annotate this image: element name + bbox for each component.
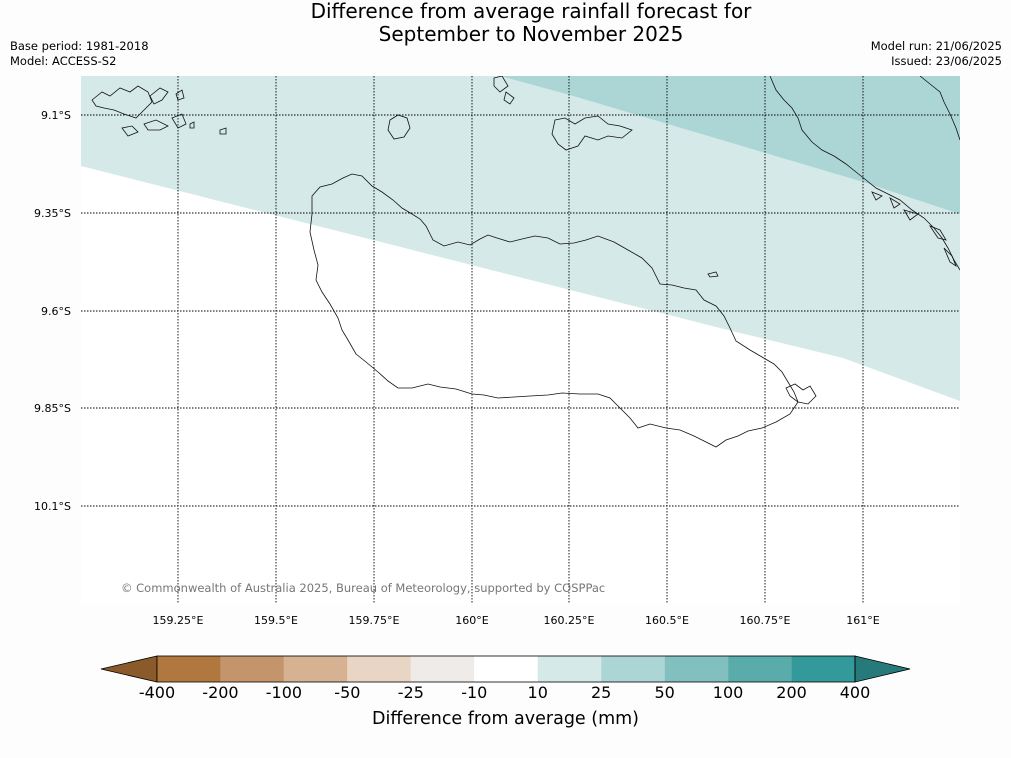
lon-label: 159.5°E [254, 614, 298, 627]
colorbar-tick-label: 400 [839, 683, 871, 702]
coastlines [91, 76, 960, 448]
colorbar-tick-label: -10 [461, 683, 488, 702]
lat-label: 9.1°S [41, 109, 71, 122]
lat-label: 9.6°S [41, 305, 71, 318]
colorbar-tick-label: 100 [712, 683, 744, 702]
colorbar-segment [283, 656, 348, 682]
colorbar-tick-label: -200 [202, 683, 239, 702]
colorbar-tick-label: -25 [397, 683, 424, 702]
title-line-2: September to November 2025 [378, 22, 684, 46]
lat-label: 9.35°S [34, 207, 71, 220]
colorbar-tick-label: -100 [265, 683, 303, 702]
colorbar-tick-label: -400 [138, 683, 176, 702]
lat-label: 10.1°S [34, 500, 71, 513]
graticule [81, 76, 960, 604]
colorbar-title: Difference from average (mm) [371, 709, 640, 729]
map-title: Difference from average rainfall forecas… [0, 0, 1011, 46]
lon-label: 160.25°E [544, 614, 595, 627]
colorbar-extend-high [854, 655, 911, 683]
base-period-text: Base period: 1981-2018 [10, 39, 149, 53]
colorbar-segment [791, 656, 855, 682]
lon-label: 159.75°E [349, 614, 400, 627]
colorbar-tick-label: 10 [527, 683, 548, 702]
colorbar-segment [157, 656, 221, 682]
model-text: Model: ACCESS-S2 [10, 54, 117, 68]
latitude-labels: 9.1°S 9.35°S 9.6°S 9.85°S 10.1°S [34, 109, 71, 513]
model-run-text: Model run: 21/06/2025 [870, 39, 1002, 53]
colorbar-segment [410, 656, 475, 682]
longitude-labels: 159.25°E 159.5°E 159.75°E 160°E 160.25°E… [153, 614, 880, 627]
colorbar-segment [347, 656, 411, 682]
lon-label: 160°E [455, 614, 488, 627]
colorbar-outline [156, 655, 856, 683]
title-line-1: Difference from average rainfall forecas… [310, 0, 752, 23]
colorbar-segment [537, 656, 602, 682]
meta-left: Base period: 1981-2018 Model: ACCESS-S2 [10, 39, 149, 69]
issued-text: Issued: 23/06/2025 [891, 54, 1002, 68]
lon-label: 160.5°E [645, 614, 689, 627]
colorbar-tick-label: 200 [776, 683, 807, 702]
colorbar-tick-label: -50 [334, 683, 361, 702]
malaita-coastline [769, 76, 960, 271]
lat-label: 9.85°S [34, 402, 71, 415]
wet-region-25-50 [500, 76, 960, 214]
colorbar-segment [664, 656, 729, 682]
colorbar-segment [220, 656, 284, 682]
colorbar-tick-label: 25 [590, 683, 612, 702]
colorbar-segment [474, 656, 538, 682]
lon-label: 160.75°E [740, 614, 791, 627]
colorbar-tick-label: 50 [654, 683, 675, 702]
colorbar-segment [601, 656, 665, 682]
guadalcanal-coastline [309, 173, 799, 448]
copyright-text: © Commonwealth of Australia 2025, Bureau… [121, 581, 605, 595]
lon-label: 161°E [846, 614, 879, 627]
colorbar-extend-low [100, 655, 158, 683]
meta-right: Model run: 21/06/2025 Issued: 23/06/2025 [871, 39, 1002, 69]
lon-label: 159.25°E [153, 614, 204, 627]
wet-region-10-25 [81, 76, 960, 401]
colorbar [100, 655, 911, 683]
colorbar-segment [728, 656, 792, 682]
